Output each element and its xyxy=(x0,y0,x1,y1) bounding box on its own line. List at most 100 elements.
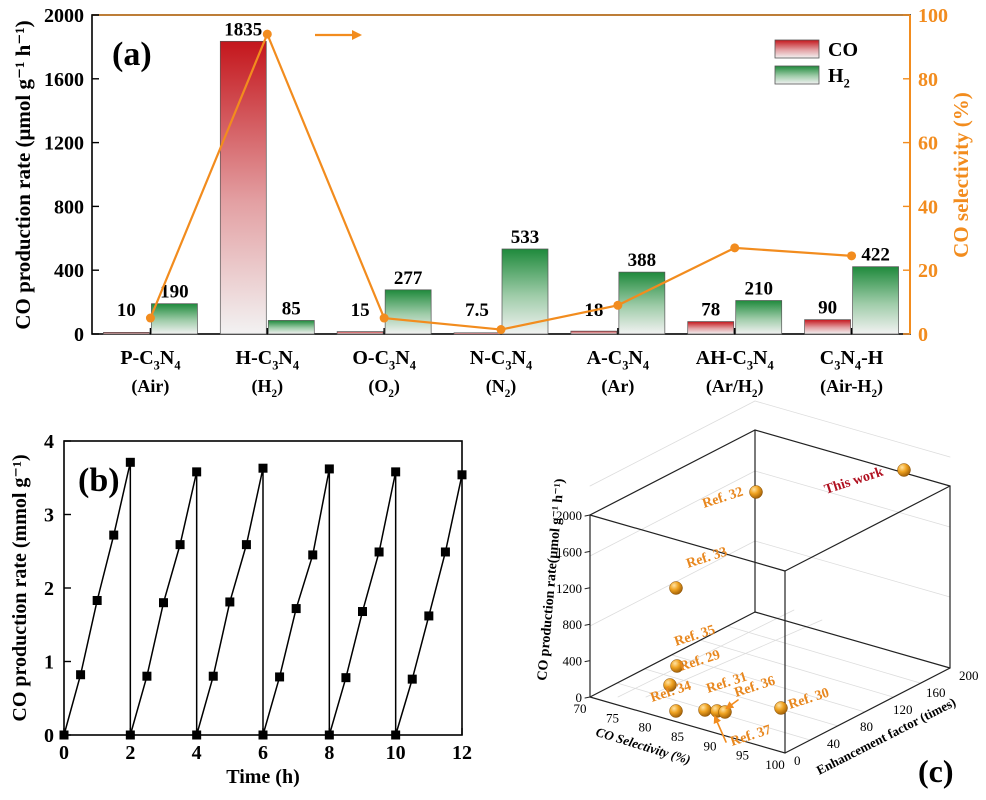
z-tick xyxy=(584,660,591,663)
co-bar-P-C3N4 xyxy=(103,332,150,335)
category-label-C3N4-H: C3​N4​-H xyxy=(820,347,884,373)
panel-b-label: (b) xyxy=(78,462,120,499)
point-label-This work: This work xyxy=(823,465,886,498)
selectivity-point-A-C3N4 xyxy=(613,300,623,310)
x-tick-label: 80 xyxy=(639,720,652,735)
cycle-point xyxy=(407,674,417,684)
co-value-label-O-C3N4: 15 xyxy=(351,300,370,321)
y-tick-label: 400 xyxy=(54,260,84,282)
cycle-point xyxy=(208,671,218,681)
h2-value-label-O-C3N4: 277 xyxy=(394,268,423,289)
x-tick-label: 2 xyxy=(125,742,135,764)
x-tick-label: 6 xyxy=(258,742,268,764)
co-bar-AH-C3N4 xyxy=(687,321,735,335)
cycle-line xyxy=(63,462,463,736)
legend-h2-swatch xyxy=(774,65,820,85)
point-label-Ref. 35: Ref. 35 xyxy=(673,623,718,650)
h2-value-label-N-C3N4: 533 xyxy=(511,227,540,248)
co-bar-O-C3N4 xyxy=(336,331,384,335)
selectivity-point-O-C3N4 xyxy=(379,313,389,323)
cycle-point xyxy=(341,673,351,683)
point-label-Ref. 29: Ref. 29 xyxy=(678,648,723,675)
panel-c: 0 400 800 1200 1600 2000 70 75 80 85 90 95 100 0 40 80 1… xyxy=(535,400,979,789)
panel-c-label: (c) xyxy=(918,753,954,789)
point-Ref. 30 xyxy=(774,701,788,715)
y-tick-label: 1 xyxy=(44,652,54,674)
cycle-point xyxy=(424,611,434,621)
point-Ref. 31 xyxy=(698,703,712,717)
ref36-pointer xyxy=(725,699,739,710)
point-label-Ref. 32: Ref. 32 xyxy=(701,485,746,512)
x-tick-label: 90 xyxy=(704,738,717,753)
x-tick-label: 4 xyxy=(192,742,202,764)
cycle-point xyxy=(457,470,467,480)
point-Ref. 37 xyxy=(718,705,732,719)
cycle-point xyxy=(308,550,318,560)
h2-bar-P-C3N4 xyxy=(151,303,198,335)
x-tick-label: 85 xyxy=(671,729,684,744)
selectivity-point-N-C3N4 xyxy=(496,325,506,335)
h2-value-label-H-C3N4: 85 xyxy=(282,298,301,319)
point-Ref. 35 xyxy=(670,659,684,673)
cycle-point xyxy=(358,607,367,617)
y-tick-label: 40 xyxy=(827,736,840,751)
category-atmosphere-C3N4-H: (Air-H2​) xyxy=(820,376,883,400)
cycle-point xyxy=(374,547,384,557)
y-tick-label: 120 xyxy=(893,702,913,717)
cycle-point xyxy=(142,671,152,681)
cycle-point xyxy=(192,730,202,740)
category-label-P-C3N4: P-C3​N4​ xyxy=(120,347,180,373)
cycle-point xyxy=(225,597,235,607)
category-atmosphere-N-C3N4: (N2​) xyxy=(486,376,517,400)
y-tick-label: 1200 xyxy=(44,133,84,155)
legend-h2-label: H2​ xyxy=(828,65,850,91)
z-tick-label: 0 xyxy=(576,690,583,705)
cycle-point xyxy=(76,670,86,680)
point-Ref. 34 xyxy=(669,704,683,718)
category-atmosphere-A-C3N4: (Ar) xyxy=(601,376,634,397)
y2-tick-label: 0 xyxy=(918,324,928,346)
z-tick xyxy=(584,550,591,553)
panel-b-x-label: Time (h) xyxy=(226,766,300,788)
point-label-Ref. 37: Ref. 37 xyxy=(729,723,774,750)
category-atmosphere-H-C3N4: (H2​) xyxy=(251,376,283,400)
selectivity-point-AH-C3N4 xyxy=(730,243,740,253)
selectivity-point-H-C3N4 xyxy=(262,29,272,39)
y-tick-label: 1600 xyxy=(44,69,84,91)
co-value-label-AH-C3N4: 78 xyxy=(701,300,720,321)
panel-a-y2-label: CO selectivity (%) xyxy=(949,92,973,258)
h2-bar-N-C3N4 xyxy=(501,248,549,335)
h2-value-label-C3N4-H: 422 xyxy=(861,245,890,266)
panel-b: (b) CO production rate (mmol g⁻¹) Time (… xyxy=(9,431,472,788)
y-tick-label: 0 xyxy=(74,324,84,346)
y2-tick-label: 40 xyxy=(918,196,938,218)
y2-tick-label: 20 xyxy=(918,260,938,282)
cycle-point xyxy=(391,467,401,477)
panel-a-legend: CO H2​ xyxy=(774,39,858,91)
legend-co-label: CO xyxy=(828,39,858,61)
z-tick xyxy=(584,623,591,626)
z-tick xyxy=(584,587,591,590)
y2-tick-label: 60 xyxy=(918,133,938,155)
z-tick-label: 1200 xyxy=(556,581,582,596)
h2-bar-C3N4-H xyxy=(852,266,899,335)
category-label-A-C3N4: A-C3​N4​ xyxy=(587,347,649,373)
co-value-label-N-C3N4: 7.5 xyxy=(465,300,489,321)
y2-tick-label: 80 xyxy=(918,69,938,91)
y2-tick-label: 100 xyxy=(918,5,948,27)
cycle-point xyxy=(324,730,334,740)
category-atmosphere-P-C3N4: (Air) xyxy=(131,376,169,397)
point-Ref. 33 xyxy=(669,581,683,595)
cycle-point xyxy=(258,730,268,740)
panel-b-y-label: CO production rate (mmol g⁻¹) xyxy=(9,454,31,721)
y-tick-label: 200 xyxy=(959,668,979,683)
z-tick xyxy=(584,514,591,517)
h2-bar-A-C3N4 xyxy=(618,271,666,335)
legend-co-swatch xyxy=(774,39,820,59)
h2-value-label-P-C3N4: 190 xyxy=(160,282,189,303)
y-tick-label: 4 xyxy=(44,431,54,453)
z-tick-label: 400 xyxy=(563,654,583,669)
h2-bar-AH-C3N4 xyxy=(735,300,783,335)
x-tick-label: 10 xyxy=(386,742,406,764)
